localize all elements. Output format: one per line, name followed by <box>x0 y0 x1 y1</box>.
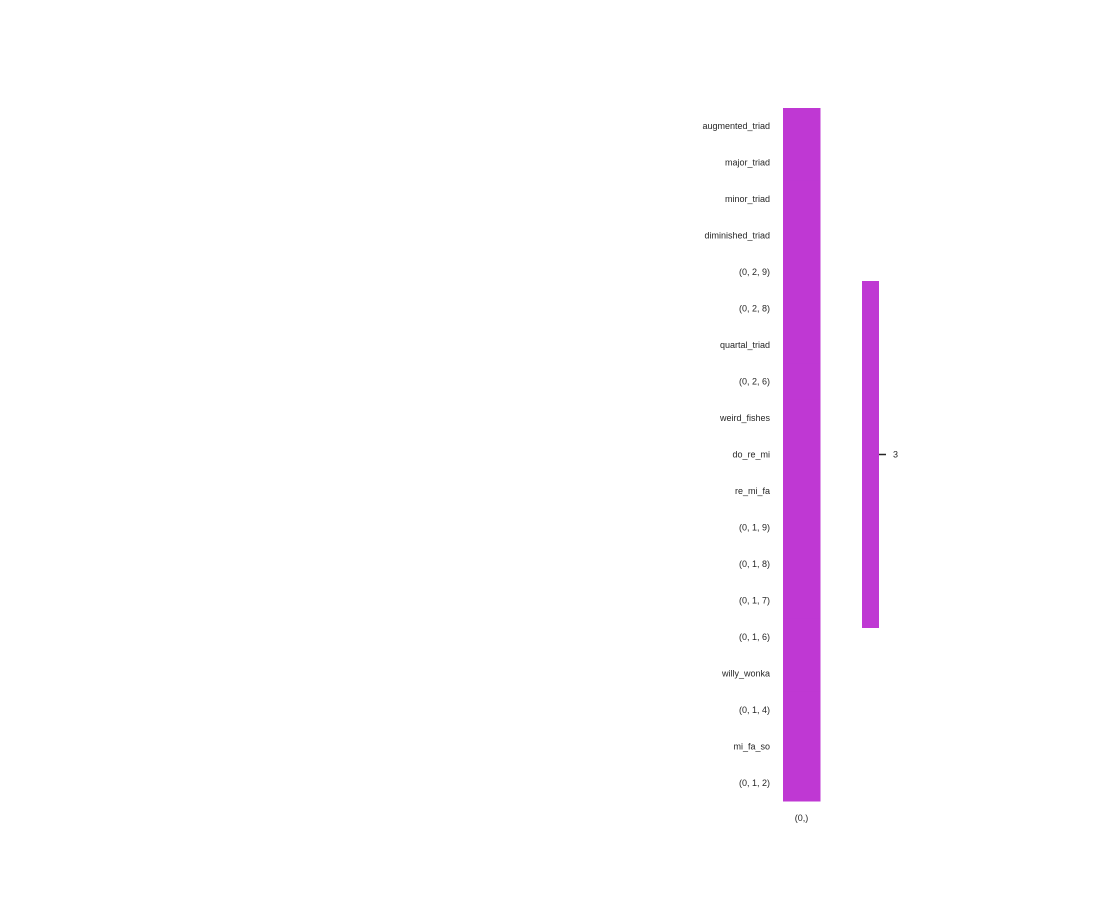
heatmap-cell <box>783 655 821 693</box>
y-tick-label: (0, 1, 8) <box>739 559 770 569</box>
y-tick-label: (0, 2, 6) <box>739 377 770 387</box>
y-tick-label: weird_fishes <box>719 413 771 423</box>
y-tick-label: (0, 2, 8) <box>739 304 770 314</box>
heatmap-cell <box>783 253 821 291</box>
heatmap-cell <box>783 472 821 510</box>
heatmap-cell <box>783 108 821 145</box>
y-tick-label: diminished_triad <box>704 231 770 241</box>
y-tick-label: quartal_triad <box>720 340 770 350</box>
heatmap-cell <box>783 691 821 729</box>
colorbar-tick-label: 3 <box>893 450 898 460</box>
colorbar-bar <box>862 281 879 628</box>
y-tick-label: major_triad <box>725 158 770 168</box>
y-tick-label: (0, 1, 6) <box>739 632 770 642</box>
colorbar: 3 <box>862 281 898 628</box>
y-tick-label: (0, 1, 4) <box>739 705 770 715</box>
heatmap-cell <box>783 618 821 656</box>
heatmap-cell <box>783 180 821 218</box>
heatmap-cell <box>783 728 821 766</box>
y-tick-labels: augmented_triad major_triad minor_triaddim… <box>702 121 770 788</box>
heatmap-cell <box>783 217 821 255</box>
y-tick-label: augmented_triad <box>702 121 770 131</box>
heatmap-cells <box>783 108 821 802</box>
y-tick-label: (0, 1, 7) <box>739 595 770 605</box>
y-tick-label: re_mi_fa <box>735 486 770 496</box>
y-tick-label: (0, 1, 2) <box>739 778 770 788</box>
heatmap-cell <box>783 326 821 364</box>
heatmap-cell <box>783 436 821 474</box>
y-tick-label: (0, 2, 9) <box>739 267 770 277</box>
heatmap-cell <box>783 582 821 620</box>
y-tick-label: willy_wonka <box>721 668 770 678</box>
heatmap-cell <box>783 764 821 802</box>
y-tick-label: (0, 1, 9) <box>739 522 770 532</box>
x-tick-labels: (0,) <box>795 813 809 823</box>
y-tick-label: mi_fa_so <box>733 741 770 751</box>
heatmap-cell <box>783 290 821 328</box>
heatmap-cell <box>783 545 821 583</box>
heatmap-cell <box>783 144 821 182</box>
y-tick-label: do_re_mi <box>732 450 770 460</box>
heatmap-cell <box>783 399 821 437</box>
y-tick-label: minor_triad <box>725 194 770 204</box>
heatmap-cell <box>783 509 821 547</box>
x-tick-label: (0,) <box>795 813 809 823</box>
heatmap-cell <box>783 363 821 401</box>
